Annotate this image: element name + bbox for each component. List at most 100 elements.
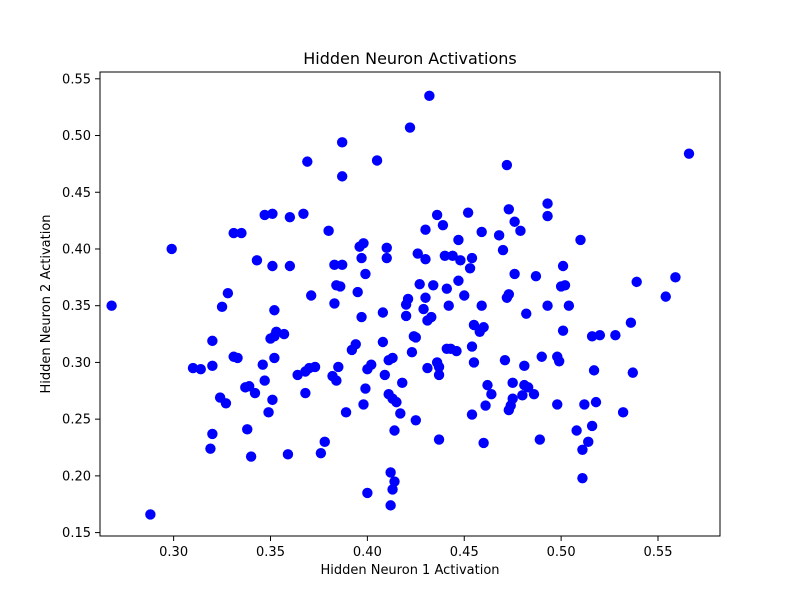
data-point bbox=[362, 487, 373, 499]
data-point bbox=[205, 443, 216, 454]
data-point bbox=[433, 361, 445, 373]
data-point bbox=[594, 329, 606, 341]
data-point bbox=[400, 310, 412, 322]
data-point bbox=[377, 336, 389, 348]
data-point bbox=[302, 156, 313, 167]
data-point bbox=[259, 375, 270, 386]
data-point bbox=[145, 509, 156, 520]
data-point bbox=[617, 407, 629, 418]
x-tick-label: 0.45 bbox=[450, 545, 479, 560]
data-point bbox=[414, 278, 425, 290]
data-point bbox=[356, 311, 367, 323]
data-point bbox=[360, 383, 371, 394]
data-point bbox=[391, 396, 402, 408]
data-point bbox=[267, 260, 278, 272]
data-point bbox=[507, 393, 518, 404]
data-point bbox=[433, 369, 445, 381]
data-point bbox=[451, 345, 462, 357]
data-point bbox=[577, 444, 588, 455]
data-point bbox=[590, 396, 602, 408]
data-point bbox=[466, 252, 478, 264]
data-point bbox=[627, 367, 639, 378]
data-point bbox=[503, 289, 515, 300]
data-point bbox=[404, 122, 416, 133]
data-point bbox=[455, 255, 466, 266]
data-point bbox=[464, 263, 476, 274]
x-tick-label: 0.35 bbox=[256, 545, 285, 560]
data-point bbox=[292, 369, 303, 381]
data-point bbox=[352, 286, 363, 298]
data-point bbox=[381, 242, 392, 254]
data-point bbox=[528, 388, 540, 400]
data-point bbox=[166, 243, 177, 255]
data-point bbox=[187, 362, 199, 374]
data-point bbox=[517, 390, 528, 401]
y-axis-label: Hidden Neuron 2 Activation bbox=[39, 214, 54, 393]
data-point bbox=[267, 208, 278, 220]
data-point bbox=[402, 293, 414, 305]
y-tick-label: 0.50 bbox=[62, 129, 91, 144]
data-point bbox=[557, 325, 569, 336]
data-point bbox=[410, 415, 422, 426]
data-point bbox=[267, 394, 278, 406]
data-point bbox=[249, 387, 261, 399]
data-point bbox=[356, 252, 367, 264]
data-point bbox=[389, 425, 400, 436]
data-point bbox=[466, 409, 478, 420]
data-point bbox=[453, 234, 464, 246]
data-point bbox=[660, 291, 671, 302]
data-point bbox=[216, 301, 228, 313]
data-point bbox=[245, 451, 257, 462]
data-point bbox=[269, 305, 280, 316]
data-point bbox=[453, 275, 464, 286]
data-point bbox=[466, 341, 478, 352]
data-point bbox=[586, 420, 598, 432]
data-point bbox=[207, 335, 218, 347]
data-point bbox=[577, 472, 588, 484]
data-point bbox=[625, 317, 637, 328]
x-tick-label: 0.50 bbox=[547, 545, 576, 560]
data-point bbox=[298, 208, 309, 220]
data-point bbox=[269, 352, 280, 364]
y-tick-label: 0.15 bbox=[62, 526, 91, 541]
data-point bbox=[579, 399, 590, 410]
data-point bbox=[207, 360, 218, 372]
y-tick-label: 0.40 bbox=[62, 242, 91, 257]
data-point bbox=[486, 388, 497, 400]
data-point bbox=[389, 476, 400, 487]
data-point bbox=[284, 260, 296, 272]
data-point bbox=[333, 361, 344, 373]
data-point bbox=[553, 356, 565, 367]
y-tick-label: 0.35 bbox=[62, 299, 91, 314]
data-point bbox=[552, 399, 563, 410]
data-point bbox=[441, 283, 453, 294]
data-point bbox=[443, 300, 454, 311]
data-point bbox=[515, 225, 526, 237]
data-point bbox=[542, 198, 553, 209]
data-point bbox=[251, 255, 263, 266]
data-point bbox=[583, 436, 594, 448]
data-point bbox=[336, 259, 348, 271]
data-point bbox=[412, 248, 423, 259]
data-point bbox=[493, 230, 505, 241]
data-point bbox=[381, 252, 392, 264]
data-point bbox=[336, 137, 348, 148]
data-point bbox=[106, 300, 117, 311]
data-point bbox=[315, 447, 327, 459]
data-point bbox=[222, 288, 234, 299]
data-point bbox=[387, 352, 398, 364]
data-point bbox=[329, 259, 340, 271]
data-point bbox=[482, 379, 493, 391]
y-tick-label: 0.45 bbox=[62, 186, 91, 201]
data-point bbox=[379, 369, 391, 381]
data-point bbox=[428, 280, 439, 291]
x-axis-label: Hidden Neuron 1 Activation bbox=[320, 563, 499, 578]
data-point bbox=[478, 322, 489, 333]
data-point bbox=[420, 292, 431, 303]
data-point bbox=[257, 359, 268, 370]
data-point bbox=[509, 216, 520, 227]
data-point bbox=[336, 171, 348, 182]
data-point bbox=[447, 250, 458, 261]
data-point bbox=[426, 311, 437, 323]
